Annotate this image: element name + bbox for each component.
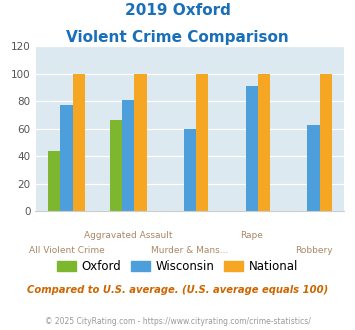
Bar bbox=[48, 151, 60, 211]
Text: Robbery: Robbery bbox=[295, 246, 332, 255]
Bar bbox=[60, 105, 72, 211]
Bar bbox=[196, 74, 208, 211]
Text: Murder & Mans...: Murder & Mans... bbox=[151, 246, 229, 255]
Bar bbox=[72, 74, 85, 211]
Text: 2019 Oxford: 2019 Oxford bbox=[125, 3, 230, 18]
Bar bbox=[307, 124, 320, 211]
Bar bbox=[258, 74, 270, 211]
Text: Compared to U.S. average. (U.S. average equals 100): Compared to U.S. average. (U.S. average … bbox=[27, 285, 328, 295]
Bar bbox=[122, 100, 134, 211]
Bar bbox=[184, 129, 196, 211]
Text: © 2025 CityRating.com - https://www.cityrating.com/crime-statistics/: © 2025 CityRating.com - https://www.city… bbox=[45, 317, 310, 326]
Bar bbox=[134, 74, 147, 211]
Bar bbox=[246, 86, 258, 211]
Text: Rape: Rape bbox=[240, 231, 263, 240]
Bar bbox=[110, 120, 122, 211]
Text: Violent Crime Comparison: Violent Crime Comparison bbox=[66, 30, 289, 45]
Text: All Violent Crime: All Violent Crime bbox=[28, 246, 104, 255]
Text: Aggravated Assault: Aggravated Assault bbox=[84, 231, 173, 240]
Bar bbox=[320, 74, 332, 211]
Legend: Oxford, Wisconsin, National: Oxford, Wisconsin, National bbox=[52, 255, 303, 278]
